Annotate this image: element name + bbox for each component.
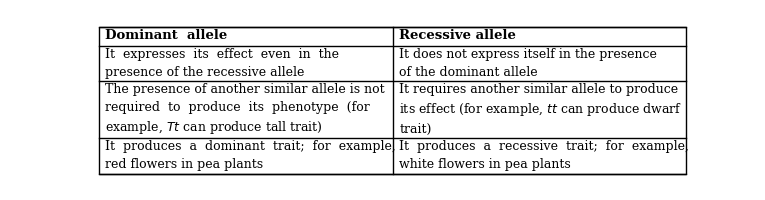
Text: It requires another similar allele to produce
its effect (for example, $\mathit{: It requires another similar allele to pr…: [399, 83, 682, 135]
Text: It does not express itself in the presence
of the dominant allele: It does not express itself in the presen…: [399, 48, 657, 78]
Text: It  produces  a  recessive  trait;  for  example,
white flowers in pea plants: It produces a recessive trait; for examp…: [399, 140, 689, 170]
Text: It  expresses  its  effect  even  in  the
presence of the recessive allele: It expresses its effect even in the pres…: [105, 48, 339, 78]
Text: Dominant  allele: Dominant allele: [105, 29, 226, 42]
Text: The presence of another similar allele is not
required  to  produce  its  phenot: The presence of another similar allele i…: [105, 83, 384, 135]
Text: It  produces  a  dominant  trait;  for  example,
red flowers in pea plants: It produces a dominant trait; for exampl…: [105, 140, 396, 170]
Text: Recessive allele: Recessive allele: [399, 29, 516, 42]
